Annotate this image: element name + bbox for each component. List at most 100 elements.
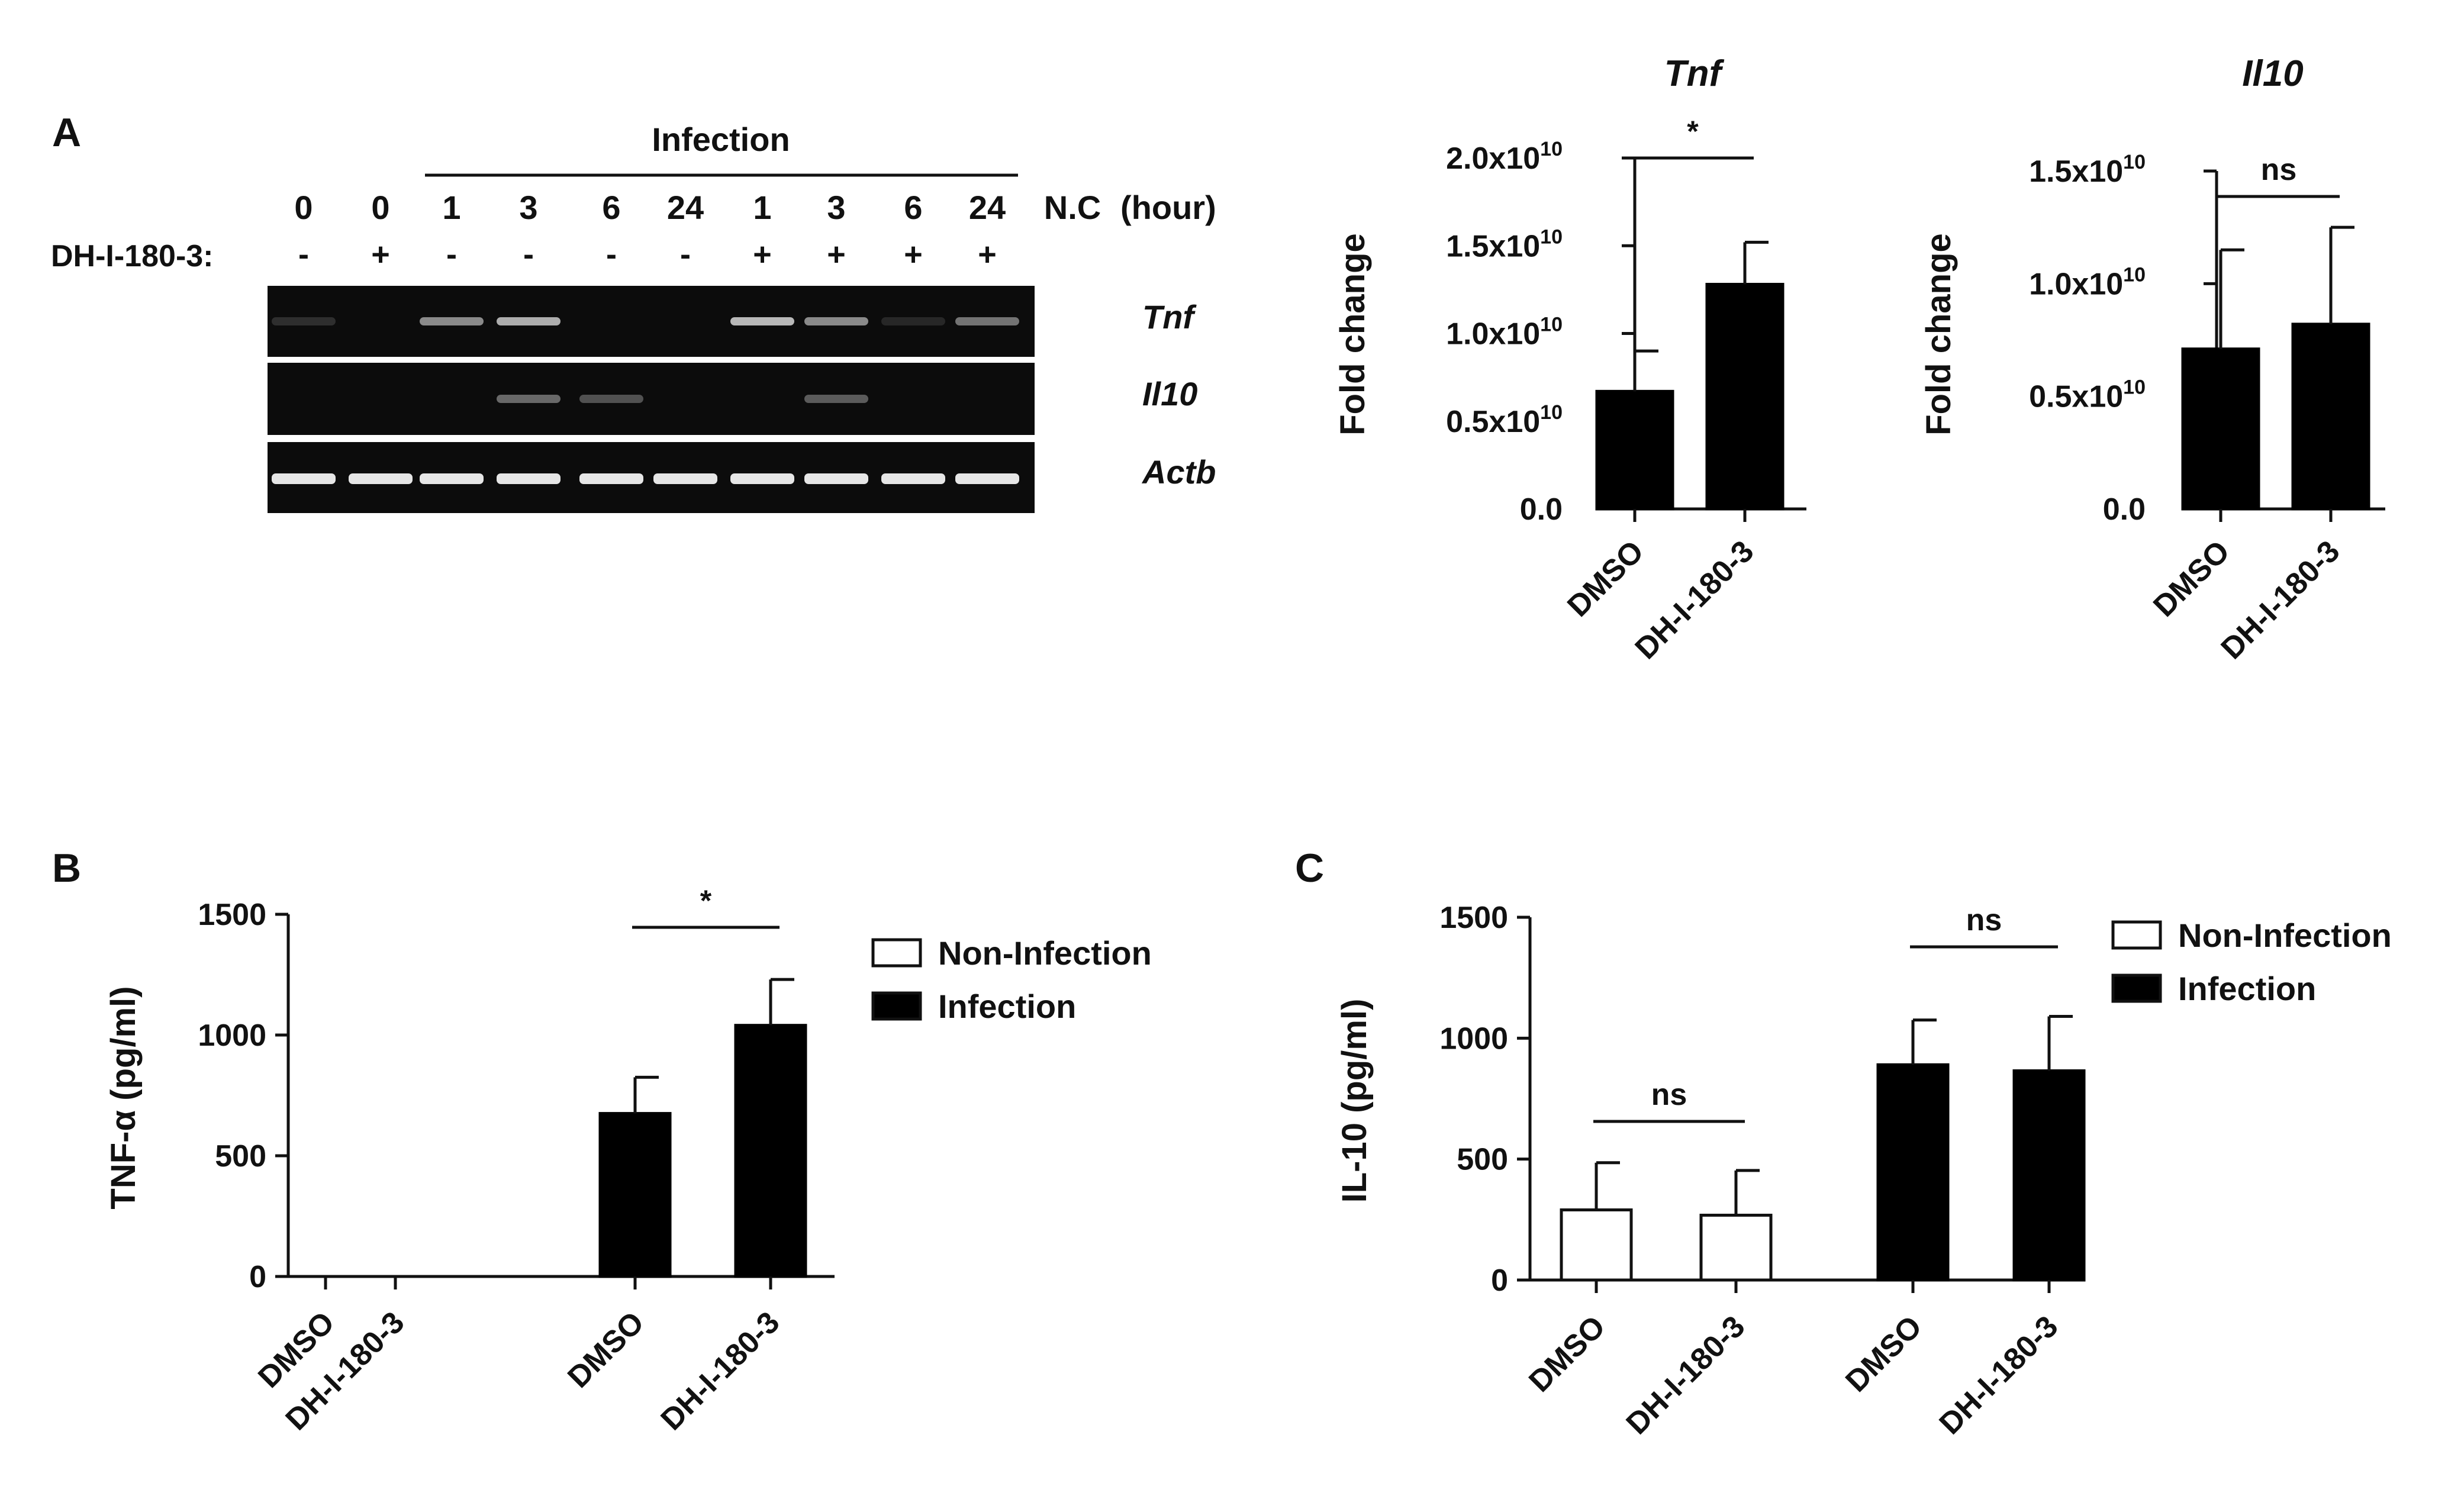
gel-infection-label: Infection [652,121,790,158]
gel-band [420,473,484,484]
category-label: DMSO [1839,1309,1928,1398]
y-tick-label: 500 [215,1139,266,1174]
gel-gene-label-actb: Actb [1141,453,1216,491]
bar [1699,1213,1773,1282]
y-tick-label: 1.5x1010 [2029,151,2146,189]
y-tick-label: 1.5x1010 [1446,225,1563,263]
gel-treatment-sign: + [904,237,923,272]
significance-label: ns [1651,1078,1687,1112]
significance-label: ns [1966,903,2002,937]
gel-treatment-sign: - [298,237,309,272]
gel-hour-label: 1 [753,189,771,226]
legend-label: Infection [2178,970,2316,1007]
gel-band [579,473,643,484]
gel-band [804,317,868,325]
gel-band [881,317,945,325]
bar [598,1112,672,1278]
panel-label-a: A [52,110,81,155]
bar [2181,347,2260,511]
gel-gene-label-tnf: Tnf [1142,298,1197,336]
category-label: DMSO [1561,534,1650,623]
significance-label: * [700,884,712,917]
gel-hour-label: 3 [519,189,537,226]
gel-band [881,473,945,484]
gel-treatment-sign: + [827,237,846,272]
gel-treatment-sign: + [371,237,390,272]
panel-label-c: C [1295,846,1324,891]
legend-swatch [871,938,922,968]
bar [2291,323,2370,511]
category-label: DH-I-180-3 [655,1305,787,1437]
legend-label: Infection [938,988,1076,1025]
bar [1560,1208,1633,1282]
gel-band [653,473,717,484]
bar [2012,1069,2086,1282]
chart-il10-fold-change: Il10 0.0 0.5x1010 1.0x1010 1.5x1010 Fold chan… [1919,53,2385,666]
gel-hour-row: 0 0 1 3 6 24 1 3 6 24 N.C [294,189,1101,226]
gel-treatment-row: - + - - - - + + + + [298,237,997,272]
gel-band [579,395,643,403]
gel-treatment-sign: - [680,237,691,272]
y-tick-label: 0.0 [1520,492,1563,527]
gel-strip-tnf [268,286,1035,357]
legend-label: Non-Infection [2178,917,2392,954]
y-tick-label: 0.5x1010 [1446,401,1563,439]
chart-title: Il10 [2242,53,2303,94]
legend-swatch [2111,920,2162,950]
chart-tnf-fold-change: Tnf 0.0 0.5x1010 1.0x1010 1.5x1010 2.0x1010 Fo… [1333,53,1806,666]
y-tick-label: 0 [1491,1263,1508,1298]
gel-hour-label: 6 [602,189,620,226]
gel-band [272,317,336,325]
bar [1705,282,1785,511]
gel-band [730,317,794,325]
gel-band [497,317,561,325]
y-tick-label: 0 [249,1260,266,1294]
category-label: DH-I-180-3 [1620,1309,1752,1441]
gel-treatment-label: DH-I-180-3: [51,239,214,273]
gel-band [804,395,868,403]
gel-hour-label: 0 [371,189,389,226]
category-label: DMSO [1522,1309,1612,1398]
gel-band [730,473,794,484]
gel-treatment-sign: - [606,237,617,272]
category-label: DMSO [561,1305,650,1394]
gel-hour-label: 3 [827,189,845,226]
gel-hour-label: 24 [667,189,704,226]
legend-swatch [2111,973,2162,1003]
category-label: DMSO [2147,534,2236,623]
panel-label-b: B [52,846,81,891]
y-tick-label: 1500 [1439,901,1508,935]
gel-band [497,473,561,484]
y-tick-label: 2.0x1010 [1446,138,1563,176]
significance-label: * [1687,115,1699,148]
gel-treatment-sign: + [753,237,772,272]
category-label: DH-I-180-3 [2215,534,2347,666]
gel-band [349,473,413,484]
gel-hour-label: 24 [969,189,1006,226]
gel-header: Infection (hour) DH-I-180-3: 0 0 1 3 6 24 1 3 6 2… [51,121,1216,273]
gel-band [420,317,484,325]
y-tick-label: 1.0x1010 [2029,263,2146,301]
gel-treatment-sign: - [446,237,457,272]
gel-treatment-sign: + [978,237,997,272]
gel-band [497,395,561,403]
gel-hour-label: 1 [442,189,460,226]
gel-treatment-sign: - [523,237,534,272]
bar [734,1024,807,1278]
y-axis-label: IL-10 (pg/ml) [1335,999,1374,1203]
y-tick-label: 0.0 [2103,492,2146,527]
significance-label: ns [2261,153,2297,187]
gel-hour-unit: (hour) [1120,189,1216,226]
y-tick-label: 1500 [198,898,266,932]
gel-strip-il10 [268,363,1035,435]
y-axis-label: Fold change [1919,233,1958,436]
y-tick-label: 500 [1457,1143,1508,1177]
legend-label: Non-Infection [938,934,1152,972]
y-tick-label: 1000 [1439,1021,1508,1056]
y-axis-label: Fold change [1333,233,1372,436]
category-label: DH-I-180-3 [1933,1309,2065,1441]
gel-band [955,473,1019,484]
gel-image: Tnf Il10 Actb [268,286,1216,513]
